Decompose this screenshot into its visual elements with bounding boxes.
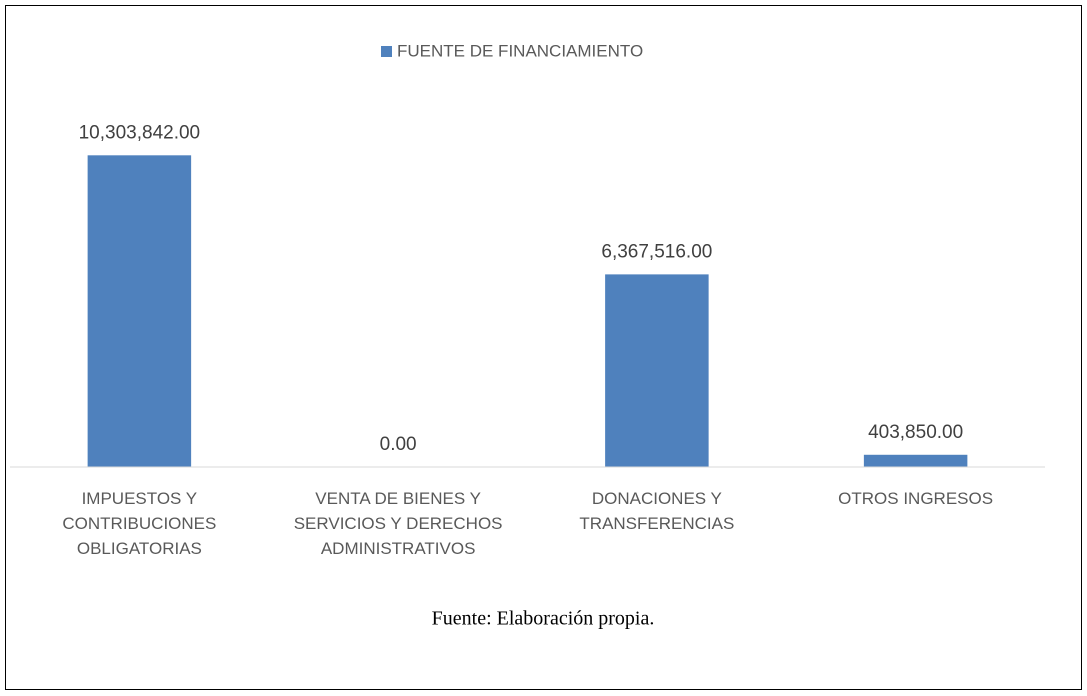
x-tick-label: IMPUESTOS Y CONTRIBUCIONES OBLIGATORIAS [62,489,217,558]
bar [87,155,192,467]
legend-swatch [381,46,392,57]
x-tick-label: OTROS INGRESOS [838,489,994,508]
x-tick-label: VENTA DE BIENES Y SERVICIOS Y DERECHOS A… [293,489,503,558]
x-tick-label: DONACIONES Y TRANSFERENCIAS [579,489,735,533]
data-label: 10,303,842.00 [79,122,201,143]
data-label: 0.00 [380,434,417,455]
frame [5,5,1082,690]
source-note: Fuente: Elaboración propia. [432,608,655,630]
data-label: 403,850.00 [868,422,963,443]
bar [605,274,709,467]
bar [863,454,968,467]
data-label: 6,367,516.00 [601,241,712,262]
legend-label: FUENTE DE FINANCIAMIENTO [397,41,643,60]
